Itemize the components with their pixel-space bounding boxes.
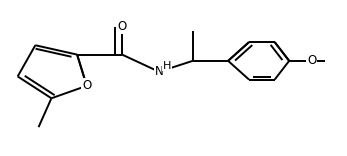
Text: O: O <box>82 79 91 92</box>
Text: O: O <box>118 20 127 33</box>
Text: H: H <box>163 61 171 71</box>
Text: N: N <box>155 65 163 78</box>
Text: O: O <box>307 54 316 67</box>
